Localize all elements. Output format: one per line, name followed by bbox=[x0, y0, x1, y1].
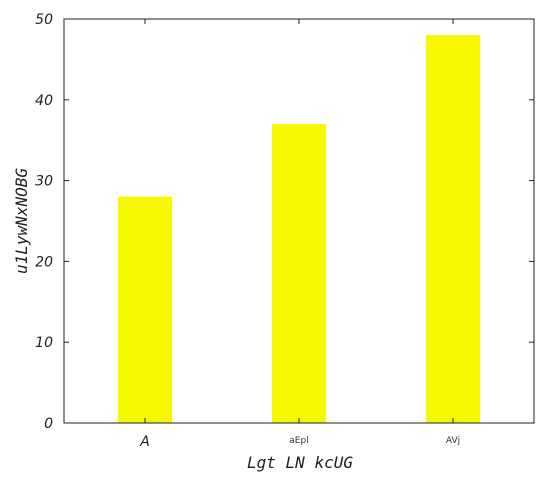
x-tick-label-1: aEpl bbox=[289, 436, 308, 446]
x-axis-title: Lgt LN kcUG bbox=[247, 453, 353, 472]
y-tick-label-0: 0 bbox=[44, 416, 53, 432]
y-axis-title: u1LywNxNOBG bbox=[12, 168, 31, 274]
bars-group bbox=[118, 35, 480, 423]
bar-2 bbox=[426, 35, 480, 423]
x-tick-label-0: A bbox=[139, 434, 150, 450]
y-tick-label-5: 50 bbox=[35, 12, 53, 28]
y-tick-label-1: 10 bbox=[35, 335, 53, 351]
x-tick-label-2: AVj bbox=[446, 436, 460, 446]
bar-1 bbox=[272, 124, 326, 423]
y-axis: 0 10 20 30 40 50 bbox=[35, 12, 534, 432]
y-tick-label-4: 40 bbox=[35, 93, 53, 109]
y-tick-label-2: 20 bbox=[35, 254, 53, 270]
bar-0 bbox=[118, 196, 172, 423]
y-tick-label-3: 30 bbox=[35, 174, 53, 190]
